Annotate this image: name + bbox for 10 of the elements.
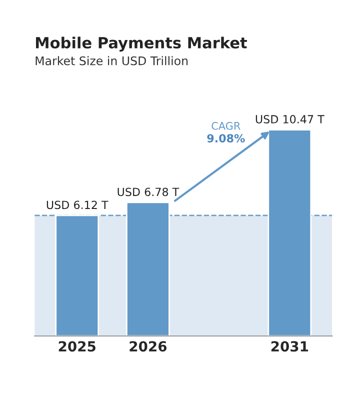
annotation: CAGR — [212, 122, 240, 130]
annotation: 9.08% — [207, 134, 245, 142]
x-tick-label: 2025 — [58, 341, 96, 352]
data-label: USD 6.78 T — [118, 188, 180, 196]
chart-title: Mobile Payments Market — [36, 36, 247, 52]
x-tick-label: 2031 — [271, 341, 308, 352]
x-tick-label: 2026 — [130, 341, 167, 352]
data-label: USD 6.12 T — [46, 200, 108, 210]
data-label: USD 10.47 T — [256, 115, 324, 124]
chart-subtitle: Market Size in USD Trillion — [36, 56, 188, 66]
